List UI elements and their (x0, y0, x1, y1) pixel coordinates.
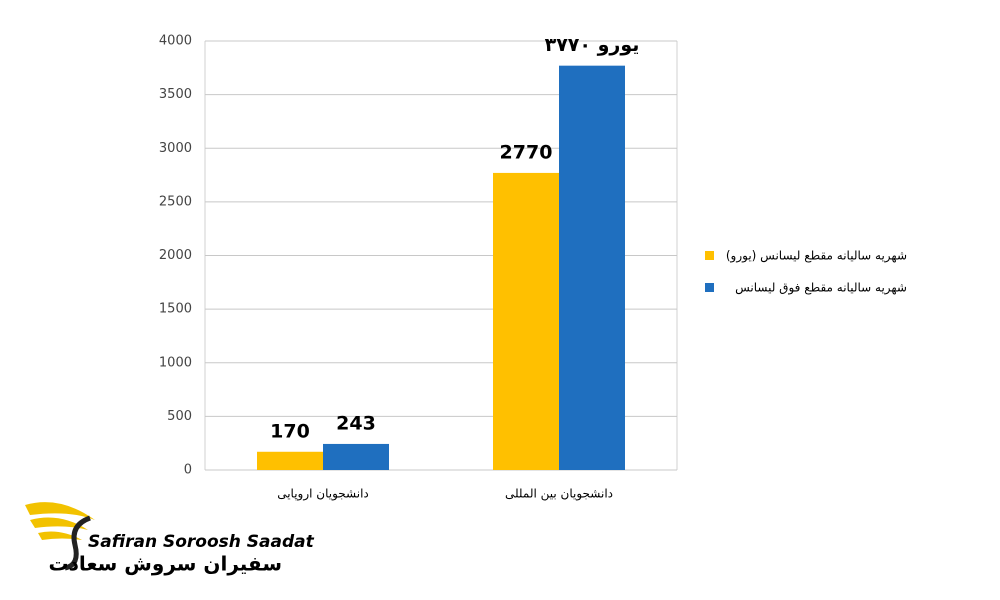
logo-wing (25, 502, 95, 540)
x-tick-label: دانشجویان اروپایی (277, 487, 369, 502)
y-tick-label: 3000 (159, 141, 192, 156)
y-tick-label: 3500 (159, 87, 192, 102)
y-tick-label: 4000 (159, 34, 192, 49)
data-label: یورو ۳۷۷۰ (545, 34, 640, 56)
legend-swatch (705, 251, 714, 260)
bar (559, 65, 625, 470)
legend-label: شهریه سالیانه مقطع فوق لیسانس (735, 281, 907, 296)
bar (257, 451, 323, 470)
logo-persian: سفیران سروش سعادت (49, 552, 283, 576)
bar (493, 172, 559, 471)
y-tick-label: 2000 (159, 248, 192, 263)
legend-swatch (705, 283, 714, 292)
data-label: 243 (336, 412, 376, 434)
y-tick-label: 1000 (159, 355, 192, 370)
data-label: 170 (270, 420, 310, 442)
y-tick-label: 1500 (159, 302, 192, 317)
bar (323, 443, 389, 470)
logo: Safiran Soroosh Saadat سفیران سروش سعادت (25, 502, 315, 576)
y-tick-label: 500 (167, 409, 192, 424)
y-tick-label: 2500 (159, 194, 192, 209)
logo-latin: Safiran Soroosh Saadat (88, 532, 315, 552)
legend-label: شهریه سالیانه مقطع لیسانس (یورو) (726, 249, 907, 264)
y-tick-label: 0 (184, 463, 192, 478)
logo-mark (64, 515, 91, 571)
x-tick-label: دانشجویان بین المللی (505, 487, 613, 502)
data-label: 2770 (500, 141, 553, 163)
